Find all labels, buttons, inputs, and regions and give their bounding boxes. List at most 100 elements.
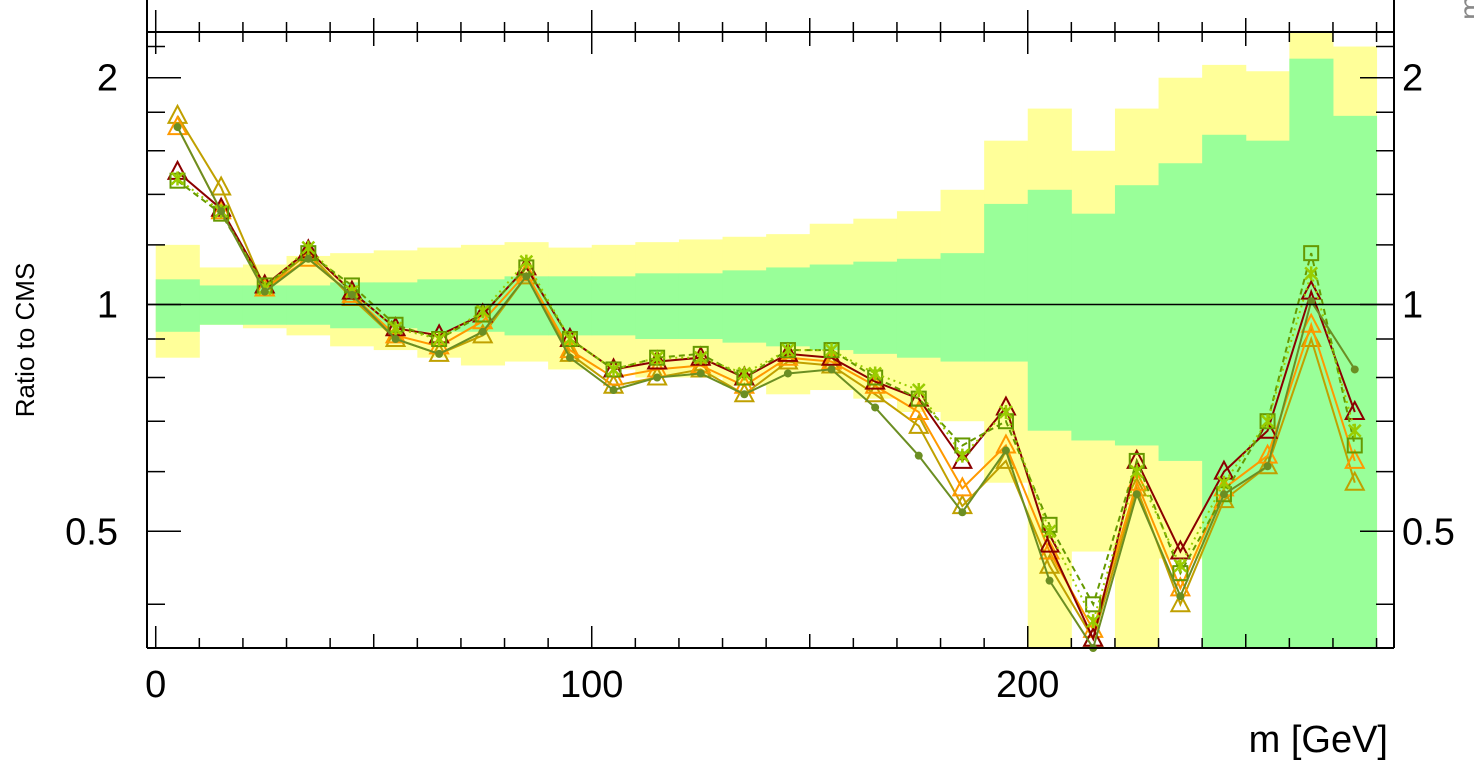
data-point: [1347, 423, 1362, 438]
band-inner-bin: [635, 273, 680, 339]
data-point: [740, 390, 749, 399]
band-inner-bin: [417, 279, 462, 332]
axes: 0 100 200 0.5 0.5 1 1 2 2: [65, 0, 1455, 706]
data-point: [388, 321, 403, 336]
data-point: [606, 362, 621, 377]
data-point: [908, 413, 930, 434]
series-line: [176, 126, 1356, 651]
data-point: [1169, 592, 1192, 613]
data-point: [260, 287, 269, 296]
data-point: [1344, 448, 1366, 469]
data-point: [304, 254, 313, 263]
y-axis-label: Ratio to CMS: [10, 263, 40, 418]
data-point: [693, 350, 708, 365]
data-point: [868, 366, 883, 381]
data-point: [1176, 592, 1185, 601]
data-point: [1132, 490, 1141, 499]
data-point: [173, 123, 182, 132]
data-point: [210, 175, 232, 196]
data-point: [1260, 414, 1275, 429]
data-point: [1344, 470, 1366, 491]
data-point: [1256, 454, 1279, 475]
data-point: [1350, 365, 1359, 374]
data-point: [871, 403, 880, 412]
data-point: [1045, 576, 1054, 585]
band-inner-bin: [1289, 58, 1334, 649]
data-point: [1001, 446, 1010, 455]
data-point: [1344, 399, 1366, 420]
band-inner-bin: [1245, 140, 1290, 649]
data-point: [650, 350, 665, 365]
data-point: [1086, 614, 1101, 629]
series-line: [176, 171, 1356, 642]
data-point: [391, 334, 400, 343]
x-tick-label: 100: [560, 664, 623, 706]
data-point: [1217, 475, 1231, 490]
band-inner-bin: [591, 276, 636, 336]
data-point: [911, 383, 926, 398]
band-inner-bin: [678, 273, 724, 339]
x-axis-label: m [GeV]: [1249, 719, 1388, 760]
data-point: [1303, 245, 1320, 262]
band-inner-bin: [1027, 189, 1072, 431]
data-point: [781, 343, 795, 358]
data-point: [1307, 297, 1316, 306]
data-point: [522, 272, 531, 281]
y-tick-label-right: 1: [1402, 285, 1423, 327]
band-inner-bin: [766, 267, 811, 347]
data-point: [1263, 462, 1272, 471]
x-tick-label: 0: [145, 664, 166, 706]
band-inner-bin: [155, 279, 200, 332]
series-line: [176, 177, 1356, 624]
data-point: [475, 304, 490, 319]
y-tick-label-right: 0.5: [1402, 511, 1455, 553]
data-point: [646, 349, 668, 370]
data-point: [824, 343, 839, 358]
y-tick-label: 0.5: [65, 511, 118, 553]
band-inner-bin: [1158, 163, 1203, 461]
data-point: [166, 103, 189, 124]
data-point: [435, 349, 444, 358]
data-point: [951, 476, 974, 497]
data-point: [478, 327, 487, 336]
data-point: [170, 171, 185, 186]
data-point: [1129, 464, 1144, 479]
data-point: [301, 240, 316, 255]
x-tick-label: 200: [996, 664, 1059, 706]
data-point: [653, 373, 662, 382]
data-point: [1346, 437, 1363, 454]
series-line: [176, 126, 1356, 633]
data-point: [565, 353, 574, 362]
band-inner-bin: [940, 253, 985, 362]
band-inner-bin: [1202, 134, 1247, 649]
data-point: [995, 448, 1017, 469]
data-point: [1173, 558, 1188, 573]
data-point: [827, 365, 836, 374]
data-point: [563, 331, 577, 346]
data-point: [1085, 596, 1102, 613]
data-point: [347, 290, 356, 299]
data-point: [432, 331, 447, 346]
data-point: [737, 366, 752, 381]
band-inner-bin: [984, 203, 1029, 362]
data-point: [908, 399, 930, 420]
uncertainty-bands: [155, 32, 1378, 649]
data-point: [1038, 532, 1061, 553]
data-point: [696, 369, 705, 378]
band-inner-bin: [809, 264, 854, 351]
data-point: [1219, 490, 1228, 499]
data-point: [955, 448, 970, 463]
corner-label: m: [1454, 0, 1474, 24]
data-point: [1169, 539, 1192, 560]
data-point: [609, 386, 618, 395]
band-inner-bin: [1071, 213, 1116, 441]
y-tick-label: 1: [97, 285, 118, 327]
band-inner-bin: [722, 270, 767, 343]
data-point: [217, 207, 226, 216]
data-point: [1038, 539, 1061, 560]
data-point: [1300, 312, 1322, 333]
y-tick-label-right: 2: [1402, 58, 1423, 100]
data-point: [777, 341, 799, 362]
series-layer: [166, 103, 1366, 652]
